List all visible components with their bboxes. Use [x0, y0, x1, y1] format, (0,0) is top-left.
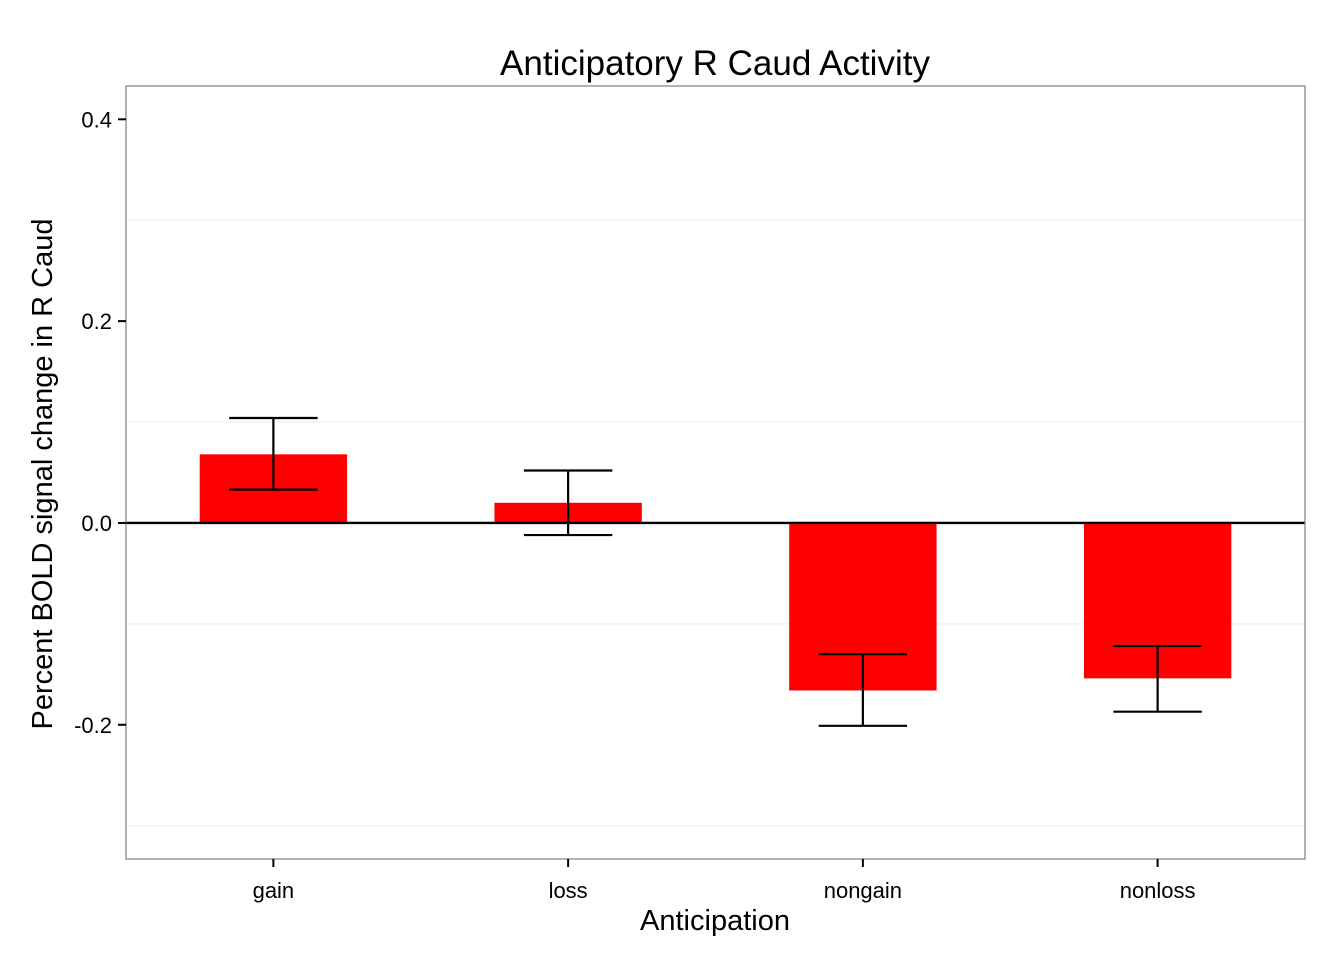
x-axis: gain loss nongain nonloss: [253, 859, 1196, 903]
x-tick-label-nonloss: nonloss: [1120, 878, 1196, 903]
error-bar-nonloss: [1113, 644, 1202, 713]
y-tick-label: 0.2: [81, 309, 112, 334]
chart-title: Anticipatory R Caud Activity: [500, 44, 930, 83]
x-tick-label-nongain: nongain: [824, 878, 902, 903]
panel-border: [125, 85, 1306, 860]
y-tick-label: 0.0: [81, 511, 112, 536]
y-tick-label: 0.4: [81, 107, 112, 132]
bars: [199, 454, 1232, 691]
error-bar-nongain: [818, 653, 908, 727]
x-tick-label-loss: loss: [549, 878, 588, 903]
x-axis-title: Anticipation: [640, 905, 790, 937]
error-bar-gain: [229, 416, 318, 491]
error-bar-loss: [523, 469, 613, 537]
x-tick-label-gain: gain: [253, 878, 295, 903]
y-tick-label: -0.2: [74, 713, 112, 738]
y-axis: -0.2 0.0 0.2 0.4: [74, 107, 126, 738]
y-axis-title: Percent BOLD signal change in R Caud: [27, 218, 59, 729]
error-bars: [229, 416, 1202, 727]
